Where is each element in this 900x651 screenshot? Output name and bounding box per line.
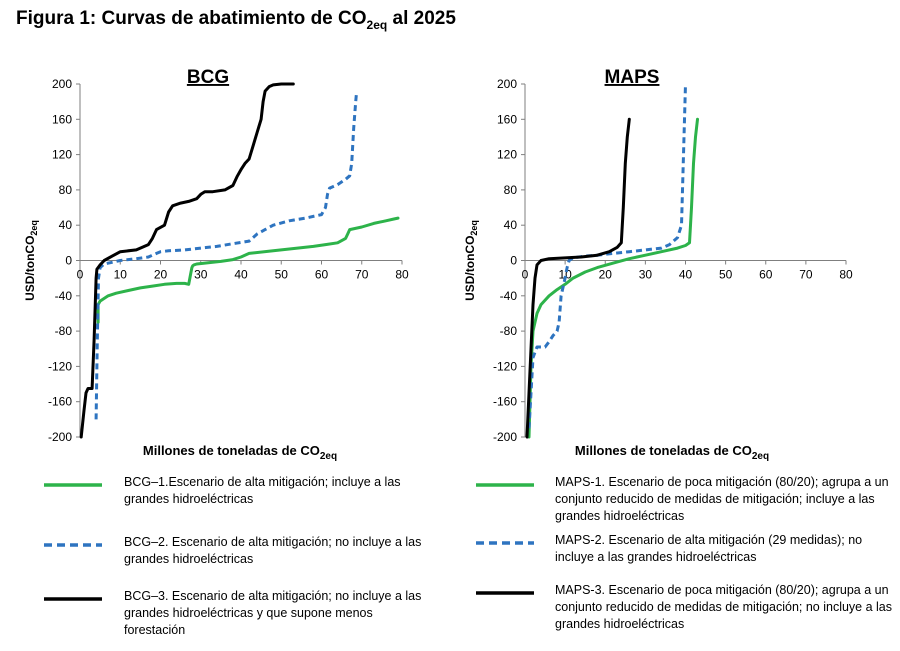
y-tick-label: -40 — [55, 289, 73, 303]
y-tick-label: 40 — [504, 218, 518, 232]
y-tick-label: -80 — [55, 324, 73, 338]
figure-title-text: Figura 1: Curvas de abatimiento de CO — [16, 8, 367, 29]
figure-title: Figura 1: Curvas de abatimiento de CO2eq… — [16, 8, 456, 32]
series-line-3 — [525, 117, 631, 439]
x-tick-label: 0 — [77, 268, 84, 282]
x-tick-label: 0 — [522, 268, 529, 282]
legend-swatch — [476, 541, 534, 545]
figure-title-subscript: 2eq — [366, 17, 388, 32]
legend-label: MAPS-1. Escenario de poca mitigación (80… — [555, 475, 889, 523]
legend-swatch — [44, 543, 102, 547]
x-tick-label: 10 — [558, 268, 572, 282]
y-tick-label: 80 — [504, 183, 518, 197]
x-tick-label: 60 — [315, 268, 329, 282]
legend-label: MAPS-2. Escenario de alta mitigación (29… — [555, 533, 863, 564]
legend-label: MAPS-3. Escenario de poca mitigación (80… — [555, 583, 893, 631]
x-tick-label: 40 — [234, 268, 248, 282]
legend-swatch — [44, 597, 102, 601]
x-tick-label: 30 — [639, 268, 653, 282]
x-tick-label: 80 — [839, 268, 853, 282]
x-tick-label: 30 — [194, 268, 208, 282]
y-tick-label: 160 — [52, 112, 72, 126]
y-tick-label: 40 — [59, 218, 73, 232]
chart-panel-bcg: -200 -160 -120 -80 -40 0 40 80 120 160 200 0 10 20 30 4… — [23, 67, 409, 462]
x-tick-label: 70 — [355, 268, 369, 282]
y-tick-label: 200 — [52, 77, 72, 91]
x-tick-label: 20 — [599, 268, 613, 282]
y-tick-label: -120 — [48, 359, 72, 373]
legend-swatch — [44, 483, 102, 487]
x-tick-label: 10 — [114, 268, 128, 282]
legend-label: BCG–2. Escenario de alta mitigación; no … — [124, 535, 422, 566]
series-line-1 — [96, 216, 400, 324]
x-tick-label: 40 — [679, 268, 693, 282]
x-tick-label: 50 — [719, 268, 733, 282]
x-tick-label: 20 — [154, 268, 168, 282]
chart-panel-maps: -200 -160 -120 -80 -40 0 40 80 120 160 200 0 10 20 30 4… — [463, 67, 853, 462]
x-tick-label: 80 — [395, 268, 409, 282]
panel-title: MAPS — [605, 67, 660, 88]
x-tick-label: 60 — [759, 268, 773, 282]
y-tick-label: 0 — [510, 254, 517, 268]
series-line-2 — [527, 83, 687, 429]
x-axis-label: Millones de toneladas de CO2eq — [143, 443, 337, 462]
y-tick-label: 0 — [65, 254, 72, 268]
y-tick-label: 120 — [52, 148, 72, 162]
x-axis-label: Millones de toneladas de CO2eq — [575, 443, 769, 462]
y-tick-label: -200 — [48, 430, 72, 444]
y-tick-label: -160 — [493, 395, 517, 409]
panel-title: BCG — [187, 67, 229, 88]
x-tick-label: 50 — [275, 268, 289, 282]
legend-label: BCG–3. Escenario de alta mitigación; no … — [124, 589, 422, 637]
y-tick-label: 200 — [497, 77, 517, 91]
series-line-3 — [79, 82, 295, 439]
y-tick-label: -120 — [493, 359, 517, 373]
series-line-1 — [527, 117, 699, 439]
figure-title-suffix: al 2025 — [387, 8, 456, 29]
y-tick-label: 160 — [497, 112, 517, 126]
x-tick-label: 70 — [799, 268, 813, 282]
y-tick-label: -40 — [500, 289, 518, 303]
y-tick-label: -160 — [48, 395, 72, 409]
y-tick-label: -200 — [493, 430, 517, 444]
series-line-2 — [94, 92, 358, 420]
y-tick-label: -80 — [500, 324, 518, 338]
y-tick-label: 120 — [497, 148, 517, 162]
legend-swatch — [476, 483, 534, 487]
legend-label: BCG–1.Escenario de alta mitigación; incl… — [124, 475, 401, 506]
y-tick-label: 80 — [59, 183, 73, 197]
y-axis-label: USD/tonCO2eq — [463, 220, 479, 301]
y-axis-label: USD/tonCO2eq — [23, 220, 39, 301]
legend-swatch — [476, 591, 534, 595]
